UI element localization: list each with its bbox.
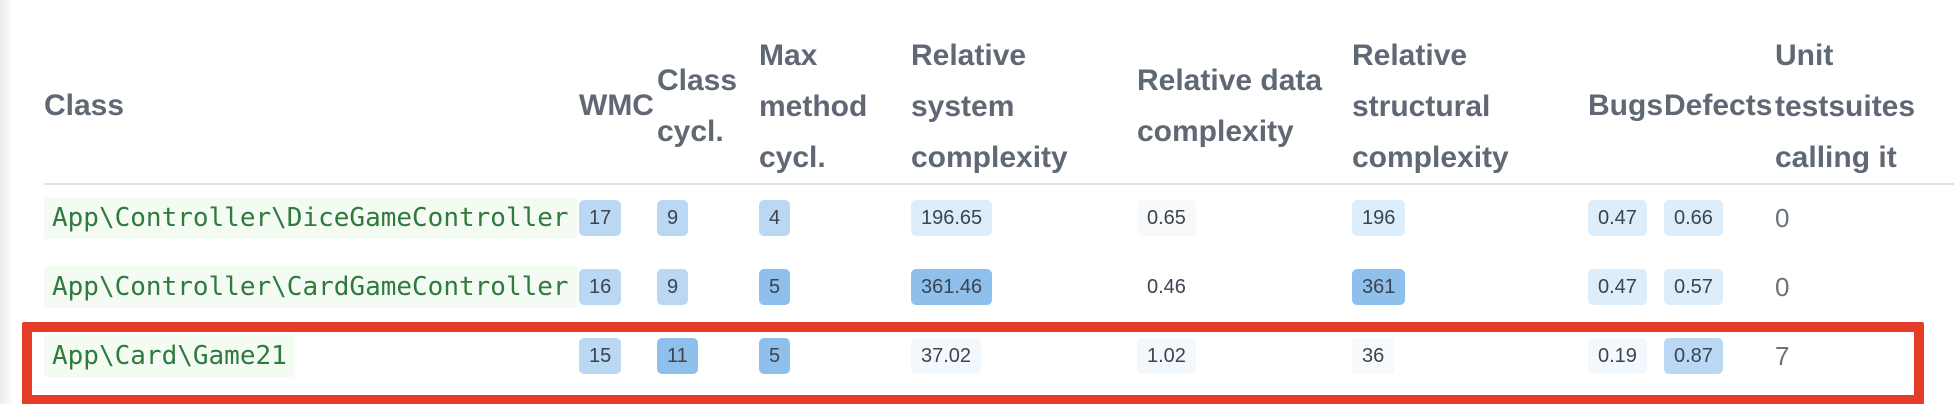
header-class[interactable]: Class	[44, 89, 125, 122]
defects-badge: 0.66	[1664, 200, 1723, 236]
header-relative-structural-complexity[interactable]: Relative structural complexity	[1352, 39, 1509, 174]
header-class-cycl[interactable]: Class cycl.	[657, 64, 738, 148]
unit-testsuites-count: 0	[1775, 272, 1790, 302]
relative-data-complexity-badge: 0.65	[1137, 200, 1196, 236]
class-link[interactable]: App\Card\Game21	[44, 335, 295, 377]
wmc-badge: 17	[579, 200, 622, 236]
bugs-badge: 0.19	[1588, 338, 1647, 374]
class-link[interactable]: App\Controller\DiceGameController	[44, 197, 577, 239]
header-relative-data-complexity[interactable]: Relative data complexity	[1137, 64, 1323, 148]
wmc-badge: 16	[579, 269, 622, 305]
relative-structural-complexity-badge: 36	[1352, 338, 1395, 374]
unit-testsuites-count: 0	[1775, 203, 1790, 233]
relative-data-complexity-badge: 1.02	[1137, 338, 1196, 374]
relative-system-complexity-badge: 361.46	[911, 269, 993, 305]
header-divider	[44, 183, 1954, 185]
bugs-badge: 0.47	[1588, 269, 1647, 305]
header-wmc[interactable]: WMC	[579, 89, 654, 122]
max-method-cycl-badge: 5	[759, 269, 791, 305]
class-cycl-badge: 9	[657, 200, 689, 236]
defects-badge: 0.87	[1664, 338, 1723, 374]
relative-structural-complexity-badge: 196	[1352, 200, 1406, 236]
max-method-cycl-badge: 5	[759, 338, 791, 374]
max-method-cycl-badge: 4	[759, 200, 791, 236]
bugs-badge: 0.47	[1588, 200, 1647, 236]
class-cycl-badge: 9	[657, 269, 689, 305]
scroll-shadow	[0, 0, 12, 404]
relative-system-complexity-badge: 37.02	[911, 338, 982, 374]
class-cycl-badge: 11	[657, 338, 698, 374]
relative-structural-complexity-badge: 361	[1352, 269, 1406, 305]
header-max-method-cycl[interactable]: Max method cycl.	[759, 39, 868, 174]
relative-system-complexity-badge: 196.65	[911, 200, 993, 236]
header-defects[interactable]: Defects	[1664, 89, 1773, 122]
wmc-badge: 15	[579, 338, 622, 374]
defects-badge: 0.57	[1664, 269, 1723, 305]
relative-data-complexity-badge: 0.46	[1137, 269, 1196, 305]
unit-testsuites-count: 7	[1775, 341, 1790, 371]
class-link[interactable]: App\Controller\CardGameController	[44, 266, 577, 308]
header-bugs[interactable]: Bugs	[1588, 89, 1663, 122]
header-relative-system-complexity[interactable]: Relative system complexity	[911, 39, 1068, 174]
header-unit-testsuites[interactable]: Unit testsuites calling it	[1775, 39, 1916, 174]
